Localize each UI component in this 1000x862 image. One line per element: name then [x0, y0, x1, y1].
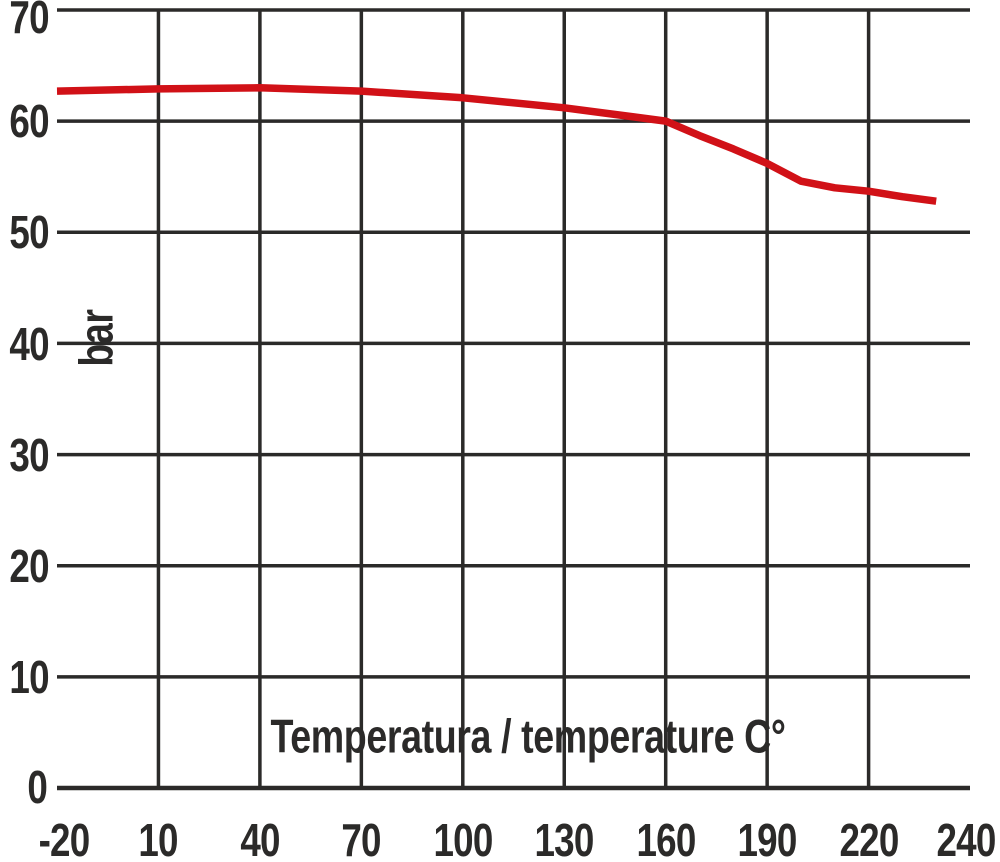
y-axis-title: bar [69, 309, 123, 367]
x-tick-label: -20 [38, 814, 91, 862]
x-tick-label: 70 [341, 814, 381, 862]
y-tick-label: 50 [9, 206, 49, 258]
y-tick-label: 60 [9, 95, 49, 147]
y-tick-label: 40 [9, 318, 49, 370]
x-axis-title: Temperatura / temperature C° [270, 709, 786, 763]
y-tick-label: 20 [9, 540, 49, 592]
y-tick-label: 0 [27, 761, 47, 813]
y-tick-label: 10 [9, 651, 49, 703]
x-tick-label: 240 [936, 814, 997, 862]
x-tick-label: 220 [839, 814, 900, 862]
x-tick-label: 40 [240, 814, 280, 862]
x-tick-label: 190 [737, 814, 798, 862]
y-tick-label: 30 [9, 429, 49, 481]
x-tick-label: 10 [138, 814, 178, 862]
x-tick-label: 130 [534, 814, 595, 862]
y-tick-label: 70 [9, 0, 49, 43]
x-tick-label: 100 [433, 814, 494, 862]
pressure-curve [56, 84, 937, 205]
x-tick-label: 160 [636, 814, 697, 862]
